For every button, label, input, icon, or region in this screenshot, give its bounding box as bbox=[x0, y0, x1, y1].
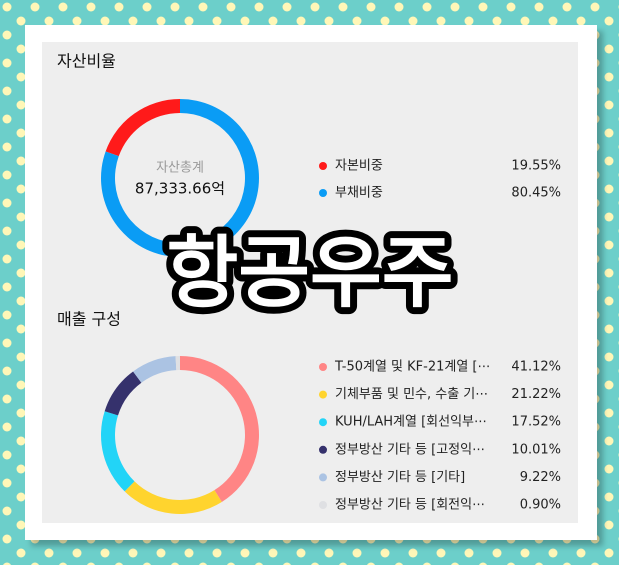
donut-slice bbox=[175, 356, 180, 371]
donut-slice bbox=[101, 411, 135, 492]
legend-label: 부채비중 bbox=[335, 186, 383, 201]
legend-label: 자본비중 bbox=[335, 159, 383, 174]
legend-label: 기체부품 및 민수, 수출 기⋯ bbox=[335, 387, 488, 402]
legend-value: 21.22% bbox=[511, 387, 561, 402]
center-value: 87,333.66억 bbox=[135, 180, 225, 198]
donut-slice bbox=[133, 356, 177, 383]
legend-label: 정부방산 기타 등 [회전익⋯ bbox=[335, 498, 485, 513]
legend-label: 정부방산 기타 등 [고정익⋯ bbox=[335, 442, 485, 457]
legend-marker bbox=[319, 189, 327, 197]
legend-value: 10.01% bbox=[511, 442, 561, 457]
legend-value: 17.52% bbox=[511, 415, 561, 430]
donut-slice bbox=[104, 371, 142, 416]
donut-slice bbox=[105, 99, 180, 157]
overlay-title: 항공우주 bbox=[166, 228, 453, 318]
legend-value: 0.90% bbox=[520, 498, 561, 513]
legend-marker bbox=[319, 418, 327, 427]
legend-label: 정부방산 기타 등 [기타] bbox=[335, 470, 465, 485]
legend-marker bbox=[319, 501, 327, 509]
center-label: 자산총계 bbox=[156, 161, 204, 176]
legend-marker bbox=[319, 363, 327, 371]
legend-marker bbox=[319, 445, 327, 454]
legend-marker bbox=[319, 390, 327, 399]
donut-slice bbox=[124, 481, 222, 514]
legend-label: KUH/LAH계열 [회선익부⋯ bbox=[335, 415, 487, 430]
legend-marker bbox=[319, 162, 327, 170]
donut-slice bbox=[180, 356, 259, 503]
chart-title: 자산비율 bbox=[57, 52, 116, 71]
legend-value: 9.22% bbox=[520, 470, 561, 485]
chart-title: 매출 구성 bbox=[57, 310, 121, 329]
legend-value: 19.55% bbox=[511, 159, 561, 174]
legend-value: 41.12% bbox=[511, 360, 561, 375]
legend-marker bbox=[319, 473, 327, 482]
legend-value: 80.45% bbox=[511, 186, 561, 201]
legend-label: T-50계열 및 KF-21계열 [⋯ bbox=[334, 360, 491, 375]
